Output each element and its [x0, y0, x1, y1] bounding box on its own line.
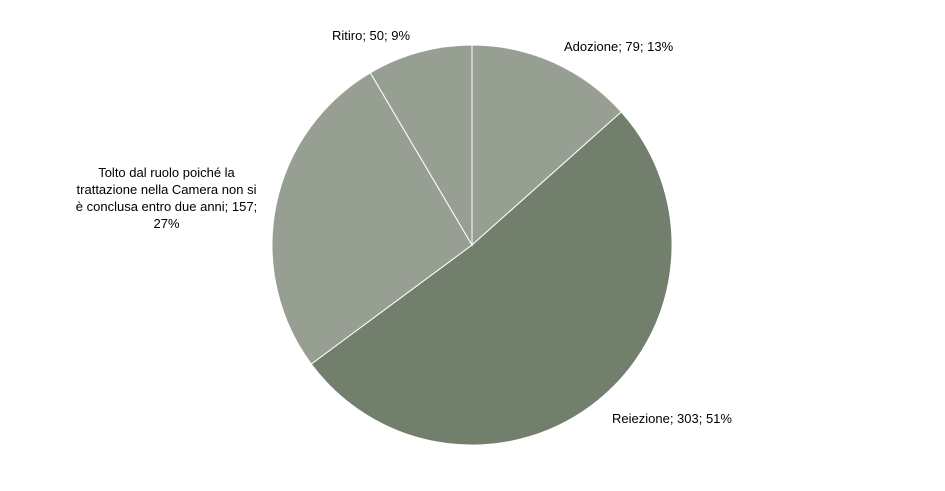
- pie-slice-adozione: [471, 44, 622, 247]
- data-label-tolto-dal-ruolo: Tolto dal ruolo poiché la trattazione ne…: [75, 165, 258, 231]
- pie-slice-ritiro: [369, 44, 473, 247]
- data-label-reiezione: Reiezione; 303; 51%: [612, 411, 732, 426]
- pie-slice-tolto: [271, 72, 473, 365]
- pie-slice-reiezione: [310, 111, 673, 446]
- data-label-ritiro: Ritiro; 50; 9%: [332, 28, 411, 43]
- data-label-adozione: Adozione; 79; 13%: [564, 39, 674, 54]
